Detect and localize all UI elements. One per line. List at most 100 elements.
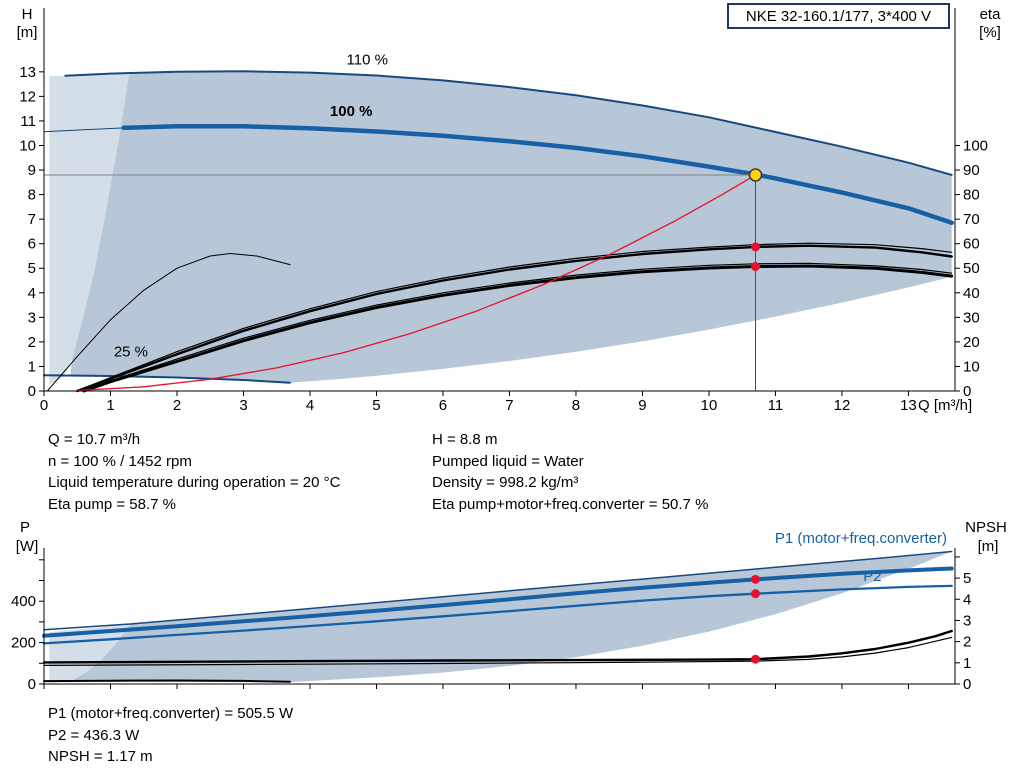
svg-text:2: 2 xyxy=(173,397,181,414)
speed-label-25: 25 % xyxy=(114,344,148,361)
eta-25pct-curve xyxy=(46,253,291,392)
svg-text:1: 1 xyxy=(963,655,971,672)
npsh-axis-unit: [m] xyxy=(978,538,999,555)
result-line-npsh: NPSH = 1.17 m xyxy=(48,748,153,765)
svg-text:2: 2 xyxy=(28,334,36,351)
info-line-temperature: Liquid temperature during operation = 20… xyxy=(48,474,341,491)
svg-text:40: 40 xyxy=(963,285,980,302)
svg-text:8: 8 xyxy=(28,187,36,204)
p2-point xyxy=(751,589,761,599)
svg-text:11: 11 xyxy=(20,113,36,130)
operating-envelope xyxy=(70,71,952,383)
speed-label-110: 110 % xyxy=(347,51,388,68)
h-axis-unit: [m] xyxy=(17,24,38,41)
control-curve xyxy=(76,174,757,392)
info-line-head: H = 8.8 m xyxy=(432,431,498,448)
svg-text:6: 6 xyxy=(439,397,447,414)
svg-text:13: 13 xyxy=(900,397,917,414)
svg-text:20: 20 xyxy=(963,334,980,351)
svg-text:1: 1 xyxy=(28,358,36,375)
svg-text:9: 9 xyxy=(638,397,646,414)
svg-text:3: 3 xyxy=(28,309,36,326)
result-line-p2: P2 = 436.3 W xyxy=(48,726,140,744)
p1-curve xyxy=(42,566,954,638)
svg-text:0: 0 xyxy=(963,676,971,693)
svg-text:12: 12 xyxy=(834,397,851,414)
duty-point xyxy=(748,168,763,182)
eta-total-point xyxy=(751,262,761,272)
svg-text:3: 3 xyxy=(963,612,971,629)
pump-type-label: NKE 32-160.1/177, 3*400 V xyxy=(745,7,932,25)
curve-100pct xyxy=(121,124,954,226)
svg-text:2: 2 xyxy=(963,634,971,651)
svg-text:4: 4 xyxy=(963,591,971,608)
eta-pump-point xyxy=(751,242,761,252)
svg-text:0: 0 xyxy=(40,397,48,414)
svg-text:0: 0 xyxy=(963,383,971,400)
result-line-p1: P1 (motor+freq.converter) = 505.5 W xyxy=(48,705,294,722)
svg-text:200: 200 xyxy=(11,635,36,652)
p1-label: P1 (motor+freq.converter) xyxy=(775,530,947,547)
npsh-thin-curve xyxy=(43,636,953,667)
eta-axis-title: eta xyxy=(980,6,1002,23)
svg-text:90: 90 xyxy=(963,162,980,179)
p1-point xyxy=(751,574,761,584)
power-npsh-chart-tick-labels: 0 200 400 0 1 2 3 4 5 xyxy=(11,570,971,693)
duty-info-left-column: Q = 10.7 m³/h n = 100 % / 1452 rpm Liqui… xyxy=(48,429,340,515)
info-line-liquid: Pumped liquid = Water xyxy=(432,452,584,470)
svg-text:1: 1 xyxy=(106,397,114,414)
pump-type-box: NKE 32-160.1/177, 3*400 V xyxy=(727,3,950,29)
svg-text:7: 7 xyxy=(28,211,36,228)
power-npsh-chart-axes xyxy=(39,548,960,689)
eta-pump-thin-curve xyxy=(76,242,953,392)
p-axis-unit: [W] xyxy=(16,538,39,555)
svg-text:5: 5 xyxy=(963,570,971,587)
svg-text:12: 12 xyxy=(19,88,36,105)
h-axis-title: H xyxy=(22,6,33,23)
p2-label: P2 xyxy=(863,568,881,585)
svg-text:5: 5 xyxy=(372,397,380,414)
hq-chart-axes xyxy=(39,8,960,396)
q-axis-title: Q [m³/h] xyxy=(918,397,972,414)
svg-text:50: 50 xyxy=(963,260,980,277)
svg-text:13: 13 xyxy=(19,64,36,81)
p2-curve xyxy=(42,584,953,645)
eta-total-curve xyxy=(82,264,954,393)
power-npsh-chart: 0 200 400 0 1 2 3 4 5 P1 (motor+freq.converter) P2… xyxy=(11,519,1007,693)
info-line-flow: Q = 10.7 m³/h xyxy=(48,431,141,448)
svg-text:70: 70 xyxy=(963,211,980,228)
info-line-speed: n = 100 % / 1452 rpm xyxy=(48,452,192,470)
svg-text:10: 10 xyxy=(963,358,980,375)
svg-text:9: 9 xyxy=(28,162,36,179)
curve-100pct-lowflow xyxy=(43,127,128,133)
p-25pct-curve xyxy=(43,679,291,683)
eta-pump-curve xyxy=(75,244,953,393)
hq-chart: 0 1 2 3 4 5 6 7 8 9 10 11 12 130123456789101112130102… xyxy=(17,6,1002,414)
info-line-eta-total: Eta pump+motor+freq.converter = 50.7 % xyxy=(432,495,709,513)
info-line-density: Density = 998.2 kg/m³ xyxy=(432,474,579,491)
svg-text:80: 80 xyxy=(963,187,980,204)
p1-110pct-curve xyxy=(43,550,953,631)
eta-axis-unit: [%] xyxy=(979,24,1001,41)
curve-25pct xyxy=(43,374,291,384)
svg-text:10: 10 xyxy=(19,137,36,154)
svg-text:100: 100 xyxy=(963,137,988,154)
svg-text:5: 5 xyxy=(28,260,36,277)
duty-info-right-column: H = 8.8 m Pumped liquid = Water Density … xyxy=(432,429,708,515)
svg-text:4: 4 xyxy=(28,285,36,302)
svg-text:8: 8 xyxy=(572,397,580,414)
svg-text:10: 10 xyxy=(701,397,718,414)
hq-chart-tick-labels: 0 1 2 3 4 5 6 7 8 9 10 11 12 130123456789101112130102… xyxy=(19,64,988,414)
svg-text:0: 0 xyxy=(28,383,36,400)
svg-text:400: 400 xyxy=(11,593,36,610)
p-axis-title: P xyxy=(20,519,30,536)
speed-label-100: 100 % xyxy=(330,103,373,120)
svg-text:3: 3 xyxy=(239,397,247,414)
power-envelope xyxy=(70,551,952,683)
svg-text:4: 4 xyxy=(306,397,314,414)
power-npsh-results: P1 (motor+freq.converter) = 505.5 W P2 =… xyxy=(48,703,293,768)
eta-total-thin-curve xyxy=(83,262,953,392)
svg-text:60: 60 xyxy=(963,236,980,253)
